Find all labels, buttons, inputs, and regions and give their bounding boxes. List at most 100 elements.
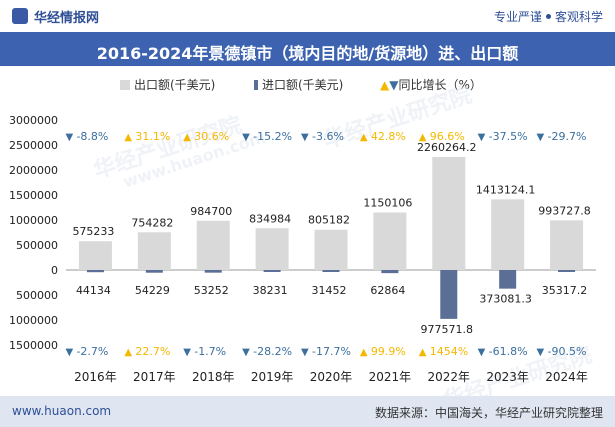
up-triangle-icon: ▲ <box>419 132 427 143</box>
up-triangle-icon: ▲ <box>360 347 368 358</box>
slogan-left: 专业严谨 <box>493 10 542 24</box>
x-tick-label: 2016年 <box>74 370 117 384</box>
y-tick-label: 2000000 <box>9 164 58 177</box>
y-tick-label: 500000 <box>16 239 58 252</box>
export-value-label: 1150106 <box>363 196 412 209</box>
down-triangle-icon: ▼ <box>478 132 486 143</box>
export-value-label: 805182 <box>308 214 350 227</box>
x-tick-label: 2023年 <box>486 370 529 384</box>
x-tick-label: 2021年 <box>369 370 412 384</box>
import-bar <box>145 270 163 273</box>
y-tick-label: 1500000 <box>9 339 58 352</box>
brand-logo-icon <box>12 8 28 24</box>
x-tick-label: 2022年 <box>428 370 471 384</box>
export-value-label: 754282 <box>131 216 173 229</box>
y-tick-label: 3000000 <box>9 114 58 127</box>
export-bar <box>432 156 466 270</box>
down-triangle-icon: ▼ <box>301 132 309 143</box>
export-value-label: 1413124.1 <box>476 183 536 196</box>
y-tick-label: 0 <box>51 264 58 277</box>
export-bar <box>550 220 584 270</box>
import-value-label: 38231 <box>253 284 288 297</box>
top-bar: 华经情报网 专业严谨 客观科学 <box>0 0 615 32</box>
export-value-label: 993727.8 <box>538 204 591 217</box>
legend: 出口额(千美元) 进口额(千美元) ▲▼同比增长（%） <box>0 76 615 94</box>
y-tick-label: 1000000 <box>9 314 58 327</box>
export-growth-label: -3.6% <box>312 130 344 143</box>
import-growth-label: 1454% <box>430 345 468 358</box>
import-bar <box>263 270 281 272</box>
chart-area: 3000000 2500000 2000000 1500000 1000000 50000… <box>9 114 596 384</box>
export-bar <box>373 212 407 270</box>
import-growth-label: 22.7% <box>135 345 170 358</box>
import-value-label: 54229 <box>135 284 170 297</box>
export-bar <box>491 199 525 270</box>
up-triangle-icon: ▲ <box>183 132 191 143</box>
import-growth-label: -28.2% <box>253 345 292 358</box>
import-growth-label: -61.8% <box>489 345 528 358</box>
legend-import-label: 进口额(千美元) <box>262 78 344 92</box>
import-value-label: 62864 <box>370 284 405 297</box>
export-growth-label: 42.8% <box>371 130 406 143</box>
footer: www.huaon.com 数据来源：中国海关，华经产业研究院整理 <box>0 396 615 427</box>
chart-title: 2016-2024年景德镇市（境内目的地/货源地）进、出口额 <box>96 44 519 63</box>
export-growth-label: 31.1% <box>135 130 170 143</box>
y-tick-label: 1000000 <box>9 214 58 227</box>
import-value-label: 31452 <box>312 284 347 297</box>
slogan: 专业严谨 客观科学 <box>494 8 603 25</box>
import-bar <box>558 270 576 272</box>
data-source: 数据来源：中国海关，华经产业研究院整理 <box>374 406 603 420</box>
slogan-right: 客观科学 <box>554 10 603 24</box>
x-tick-label: 2017年 <box>133 370 176 384</box>
down-triangle-icon: ▼ <box>183 347 191 358</box>
legend-growth: ▲▼同比增长（%） <box>380 76 482 93</box>
import-value-label: 53252 <box>194 284 229 297</box>
import-value-label: 977571.8 <box>421 323 474 336</box>
import-value-label: 44134 <box>76 284 111 297</box>
legend-export-swatch <box>120 80 130 90</box>
up-triangle-icon: ▲ <box>360 132 368 143</box>
import-value-label: 373081.3 <box>479 293 532 306</box>
x-tick-label: 2024年 <box>545 370 588 384</box>
export-growth-label: -15.2% <box>253 130 292 143</box>
export-bar <box>314 229 348 270</box>
down-triangle-icon: ▼ <box>65 347 73 358</box>
export-bar <box>255 228 289 270</box>
export-bar <box>196 220 230 270</box>
export-value-label: 2260264.2 <box>417 141 477 154</box>
title-bar <box>0 32 615 66</box>
export-value-label: 575233 <box>72 225 114 238</box>
legend-import: 进口额(千美元) <box>254 76 343 93</box>
down-triangle-icon: ▼ <box>242 347 250 358</box>
y-tick-label: 2500000 <box>9 139 58 152</box>
down-triangle-icon: ▼ <box>478 347 486 358</box>
import-bar <box>204 270 222 273</box>
legend-export: 出口额(千美元) <box>120 76 215 93</box>
export-growth-label: 30.6% <box>194 130 229 143</box>
footer-url[interactable]: www.huaon.com <box>12 404 112 418</box>
export-bar <box>78 241 112 270</box>
up-triangle-icon: ▲ <box>124 347 132 358</box>
import-growth-label: -2.7% <box>76 345 108 358</box>
import-bar <box>499 270 517 289</box>
import-growth-label: -1.7% <box>194 345 226 358</box>
legend-export-label: 出口额(千美元) <box>134 78 216 92</box>
export-growth-label: 96.6% <box>430 130 465 143</box>
import-growth-label: -90.5% <box>548 345 587 358</box>
import-value-label: 35317.2 <box>542 284 588 297</box>
y-tick-label: 500000 <box>16 289 58 302</box>
import-growth-label: -17.7% <box>312 345 351 358</box>
up-triangle-icon: ▲ <box>124 132 132 143</box>
down-triangle-icon: ▼ <box>242 132 250 143</box>
export-growth-label: -37.5% <box>489 130 528 143</box>
down-triangle-icon: ▼ <box>301 347 309 358</box>
import-bar <box>86 270 104 273</box>
down-triangle-icon: ▼ <box>65 132 73 143</box>
legend-import-swatch <box>254 80 258 90</box>
import-bar <box>440 270 458 319</box>
y-tick-label: 1500000 <box>9 189 58 202</box>
x-tick-label: 2020年 <box>310 370 353 384</box>
up-triangle-icon: ▲ <box>419 347 427 358</box>
brand-name: 华经情报网 <box>34 11 100 26</box>
up-triangle-icon: ▲ <box>380 78 390 92</box>
